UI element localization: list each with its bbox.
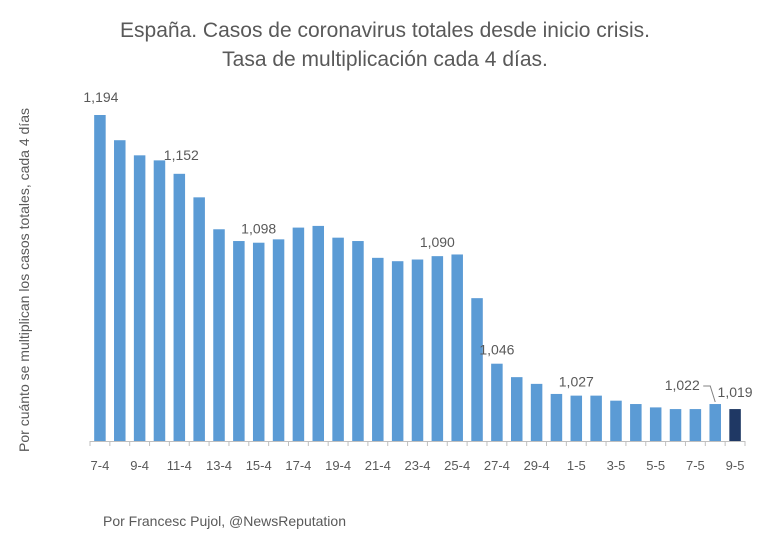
x-tick-label: 7-5: [686, 458, 705, 473]
bar-8-5: [709, 404, 721, 441]
x-tick-label: 11-4: [167, 458, 192, 473]
data-label: 1,022: [665, 377, 700, 393]
chart-title: España. Casos de coronavirus totales des…: [0, 16, 770, 74]
data-label: 1,046: [479, 342, 514, 358]
x-tick-label: 1-5: [567, 458, 586, 473]
x-tick-label: 9-4: [130, 458, 149, 473]
x-tick-label: 25-4: [444, 458, 470, 473]
x-tick-label: 19-4: [325, 458, 351, 473]
bar-22-4: [391, 261, 404, 441]
bar-7-4: [94, 115, 106, 441]
x-tick-label: 9-5: [726, 458, 745, 473]
bar-16-4: [272, 239, 285, 441]
bar-3-5: [610, 400, 622, 441]
x-tick-label: 7-4: [91, 458, 110, 473]
data-label: 1,090: [420, 234, 455, 250]
bar-7-5: [689, 409, 702, 441]
x-tick-label: 3-5: [607, 458, 626, 473]
bar-27-4: [491, 363, 503, 441]
bar-21-4: [372, 257, 384, 441]
bar-28-4: [510, 377, 523, 441]
bar-1-5: [570, 395, 583, 441]
bar-11-4: [173, 173, 186, 441]
bar-18-4: [312, 225, 325, 441]
bar-23-4: [411, 259, 424, 441]
bar-4-5: [630, 404, 642, 441]
bar-10-4: [153, 160, 166, 441]
bar-2-5: [590, 395, 602, 441]
bar-15-4: [252, 242, 265, 441]
data-label: 1,019: [718, 384, 753, 400]
bar-14-4: [233, 241, 245, 441]
bar-13-4: [213, 229, 225, 441]
bar-5-5: [649, 407, 662, 441]
x-tick-label: 29-4: [524, 458, 550, 473]
bar-29-4: [530, 383, 543, 441]
bar-26-4: [471, 298, 483, 441]
data-label: 1,098: [241, 221, 276, 237]
x-tick-label: 17-4: [285, 458, 311, 473]
chart-title-line2: Tasa de multiplicación cada 4 días.: [222, 48, 548, 71]
bar-9-4: [133, 155, 146, 441]
chart-title-line1: España. Casos de coronavirus totales des…: [120, 19, 650, 42]
data-label: 1,152: [164, 147, 199, 163]
x-tick-label: 21-4: [365, 458, 391, 473]
bar-6-5: [669, 409, 682, 441]
x-tick-label: 15-4: [246, 458, 272, 473]
data-label: 1,194: [83, 89, 118, 105]
bar-30-4: [550, 393, 563, 441]
x-tick-label: 5-5: [646, 458, 665, 473]
bar-20-4: [352, 241, 364, 441]
x-tick-label: 13-4: [206, 458, 232, 473]
x-tick-label: 23-4: [404, 458, 430, 473]
credit-text: Por Francesc Pujol, @NewsReputation: [103, 513, 346, 529]
data-label-leader: [703, 385, 716, 403]
x-tick-label: 27-4: [484, 458, 510, 473]
bar-17-4: [292, 227, 305, 441]
bar-8-4: [114, 140, 126, 441]
bar-12-4: [193, 197, 205, 441]
bar-24-4: [431, 256, 444, 441]
bar-9-5: [729, 409, 741, 441]
data-label: 1,027: [559, 374, 594, 390]
bar-25-4: [451, 254, 463, 441]
bar-19-4: [332, 237, 344, 441]
